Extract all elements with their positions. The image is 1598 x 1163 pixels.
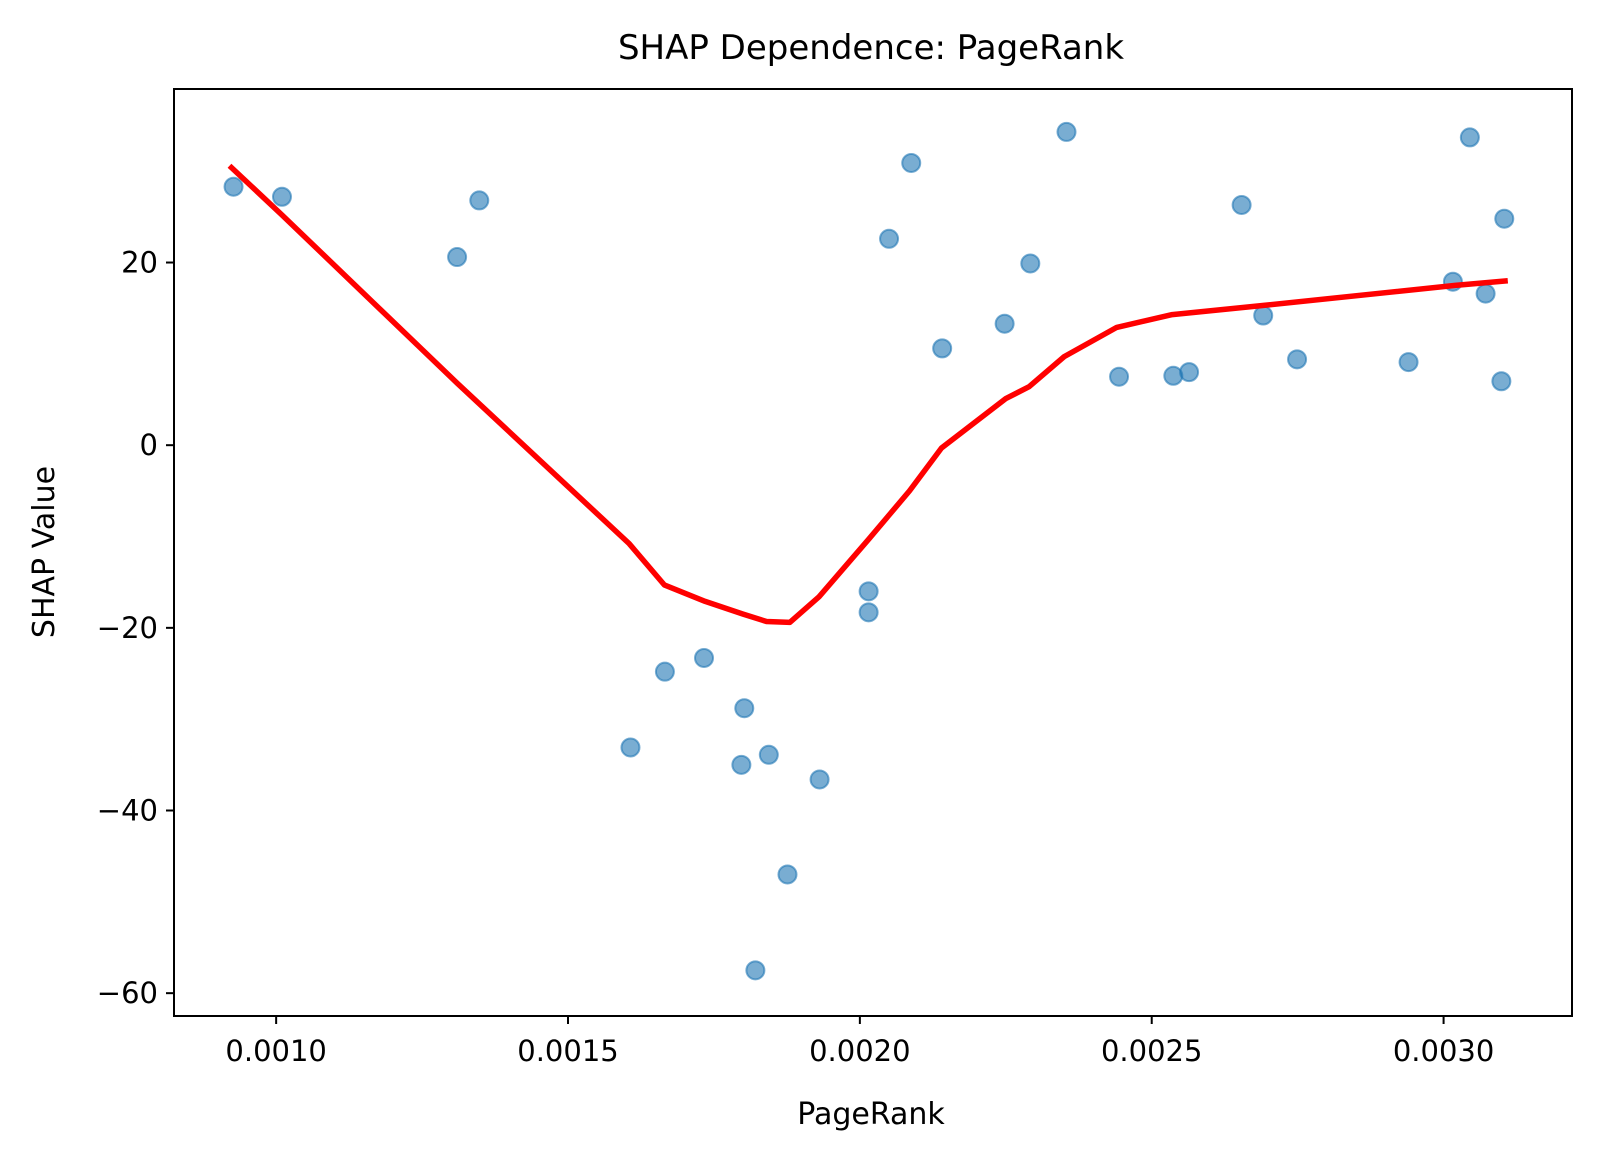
scatter-point	[758, 744, 779, 765]
scatter-point	[777, 864, 798, 885]
scatter-point	[1109, 366, 1130, 387]
scatter-point	[994, 313, 1015, 334]
scatter-point	[469, 190, 490, 211]
scatter-point	[1491, 371, 1512, 392]
x-axis: 0.0010 0.0015 0.0020 0.0025 0.0030	[225, 1016, 1494, 1068]
y-tick-label: −60	[97, 976, 158, 1010]
scatter-point	[1287, 349, 1308, 370]
scatter-point	[654, 661, 675, 682]
scatter-point	[1475, 283, 1496, 304]
x-tick-label: 0.0015	[517, 1034, 618, 1068]
scatter-point	[1020, 253, 1041, 274]
scatter-point	[447, 247, 468, 268]
scatter-point	[1459, 127, 1480, 148]
x-tick-label: 0.0020	[809, 1034, 910, 1068]
scatter-point	[809, 769, 830, 790]
scatter-point	[858, 602, 879, 623]
plot-frame	[173, 88, 1573, 1017]
scatter-point	[734, 698, 755, 719]
scatter-point	[858, 581, 879, 602]
scatter-point	[271, 186, 292, 207]
trend-line	[227, 163, 1509, 626]
scatter-point	[731, 754, 752, 775]
scatter-point	[1231, 194, 1252, 215]
scatter-point	[745, 960, 766, 981]
scatter-point	[223, 176, 244, 197]
x-tick-label: 0.0030	[1393, 1034, 1494, 1068]
scatter-point	[1494, 208, 1515, 229]
scatter-point	[1398, 352, 1419, 373]
x-axis-label: PageRank	[797, 1097, 945, 1132]
scatter-point	[620, 737, 641, 758]
scatter-point	[901, 152, 922, 173]
plot-marks	[223, 121, 1515, 981]
y-tick-label: −20	[97, 611, 158, 645]
y-axis: 20 0 −20 −40 −60	[97, 246, 174, 1010]
scatter-point	[1179, 362, 1200, 383]
y-tick-label: −40	[97, 794, 158, 828]
scatter-point	[1253, 305, 1274, 326]
scatter-point	[932, 338, 953, 359]
scatter-point	[694, 647, 715, 668]
y-axis-label: SHAP Value	[27, 466, 62, 638]
x-tick-label: 0.0025	[1101, 1034, 1202, 1068]
scatter-point	[879, 228, 900, 249]
y-tick-label: 0	[140, 428, 158, 462]
x-tick-label: 0.0010	[225, 1034, 326, 1068]
chart-title: SHAP Dependence: PageRank	[618, 28, 1124, 68]
scatter-point	[1056, 121, 1077, 142]
y-tick-label: 20	[121, 246, 158, 280]
